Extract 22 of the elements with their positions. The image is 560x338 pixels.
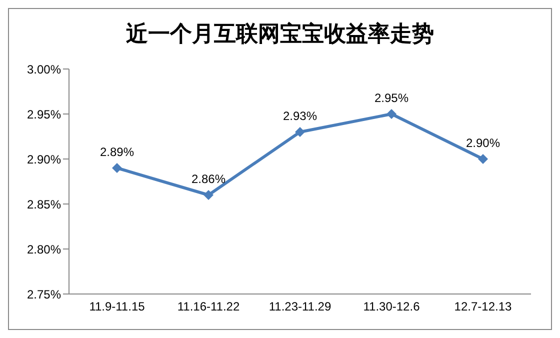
y-tick-label: 2.95% bbox=[26, 107, 62, 122]
x-tick-label: 11.30-12.6 bbox=[363, 300, 420, 314]
point bbox=[386, 109, 396, 119]
x-tick-label: 11.23-11.29 bbox=[268, 300, 332, 314]
point bbox=[295, 127, 305, 137]
x-tick-label: 11.9-11.15 bbox=[89, 300, 146, 314]
point bbox=[204, 190, 214, 200]
y-tick-label: 3.00% bbox=[26, 62, 62, 76]
point bbox=[112, 163, 122, 173]
data-label: 2.90% bbox=[466, 136, 500, 150]
x-tick-label: 12.7-12.13 bbox=[454, 300, 512, 314]
y-tick-label: 2.90% bbox=[26, 152, 62, 166]
data-label: 2.95% bbox=[374, 91, 409, 105]
y-tick-label: 2.80% bbox=[26, 242, 62, 256]
chart-title: 近一个月互联网宝宝收益率走势 bbox=[125, 20, 435, 49]
data-label: 2.86% bbox=[191, 172, 226, 186]
data-label: 2.93% bbox=[282, 109, 318, 123]
x-tick-label: 11.16-11.22 bbox=[177, 300, 240, 314]
point bbox=[478, 154, 488, 164]
y-tick-label: 2.75% bbox=[26, 287, 62, 302]
data-label: 2.89% bbox=[100, 145, 134, 159]
y-tick-label: 2.85% bbox=[26, 197, 62, 212]
